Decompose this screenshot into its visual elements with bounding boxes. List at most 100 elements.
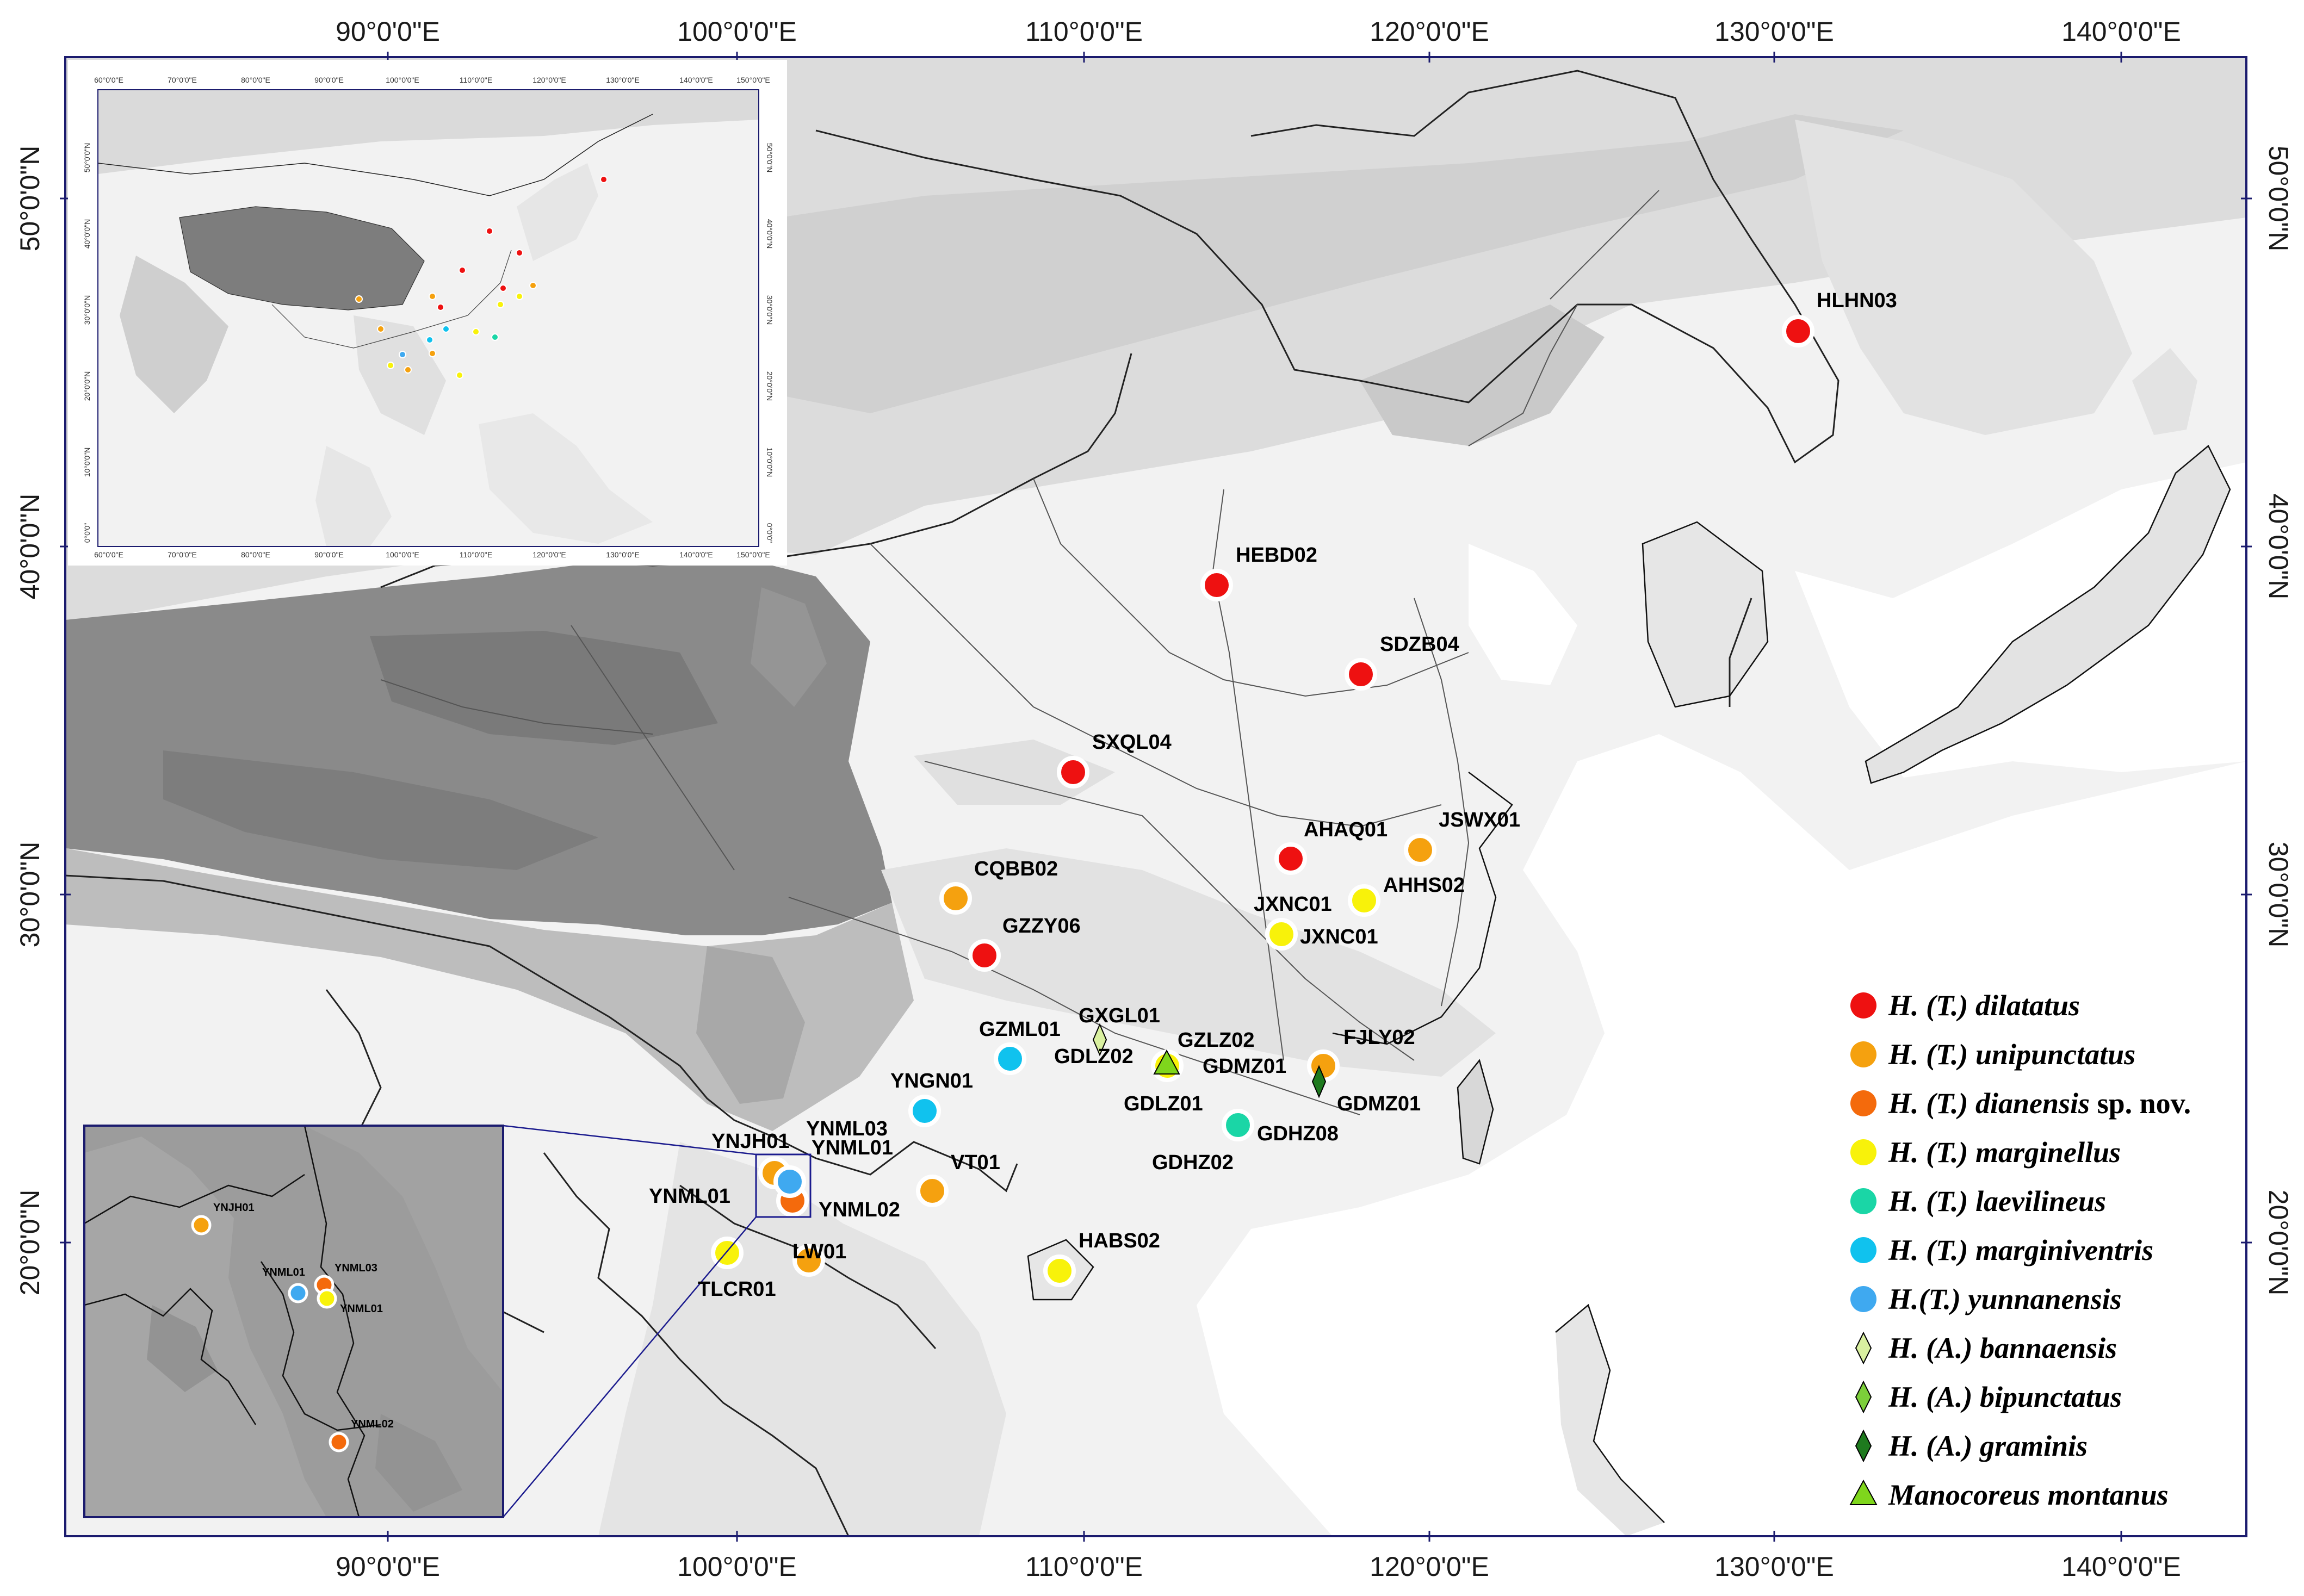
site-marker-marginellus bbox=[1348, 884, 1380, 917]
overview-lon-label: 90°0'0"E bbox=[314, 550, 344, 559]
site-marker-unipunctatus bbox=[1404, 834, 1436, 866]
overview-lat-label: 10°0'0"N bbox=[765, 448, 774, 477]
site-label: JXNC01 bbox=[1300, 926, 1378, 948]
lon-label-bottom: 90°0'0"E bbox=[336, 1551, 440, 1582]
legend-symbol-marginellus bbox=[1850, 1139, 1876, 1165]
site-label: AHHS02 bbox=[1383, 874, 1465, 897]
lon-label-top: 130°0'0"E bbox=[1714, 16, 1834, 47]
site-label: JSWX01 bbox=[1439, 809, 1520, 831]
legend-symbol-bannaensis bbox=[1855, 1331, 1872, 1365]
legend-label: H. (T.) dianensis bbox=[1888, 1087, 2090, 1120]
overview-marker bbox=[377, 325, 385, 333]
lon-label-top: 120°0'0"E bbox=[1370, 16, 1489, 47]
site-marker-montanus bbox=[1153, 1049, 1180, 1075]
overview-marker bbox=[426, 336, 433, 344]
site-label: AHAQ01 bbox=[1304, 818, 1388, 841]
site-label: GDLZ01 bbox=[1124, 1092, 1203, 1115]
detail-inset: YNJH01 YNML01 YNML03 YNML01 YNML02 bbox=[83, 1125, 504, 1518]
legend-label: Manocoreus montanus bbox=[1888, 1479, 2169, 1511]
detail-connector bbox=[503, 1125, 757, 1156]
bottom-longitude-labels: 90°0'0"E 100°0'0"E 110°0'0"E 120°0'0"E 1… bbox=[336, 1551, 2181, 1582]
lon-label-top: 100°0'0"E bbox=[677, 16, 797, 47]
right-latitude-labels: 50°0'0"N 40°0'0"N 30°0'0"N 20°0'0"N bbox=[2263, 146, 2294, 1296]
site-label: SDZB04 bbox=[1380, 633, 1459, 656]
site-label: GZZY06 bbox=[1002, 915, 1081, 937]
overview-lon-label: 150°0'0"E bbox=[736, 76, 770, 84]
legend-label: H. (A.) bipunctatus bbox=[1888, 1381, 2122, 1413]
site-marker-unipunctatus bbox=[916, 1175, 949, 1207]
overview-lat-label: 40°0'0"N bbox=[83, 219, 91, 249]
legend-label: H. (T.) laevilineus bbox=[1888, 1185, 2106, 1218]
top-longitude-labels: 90°0'0"E 100°0'0"E 110°0'0"E 120°0'0"E 1… bbox=[336, 16, 2181, 47]
site-label: HLHN03 bbox=[1817, 289, 1897, 312]
overview-marker bbox=[600, 176, 608, 183]
detail-site-label: YNJH01 bbox=[213, 1202, 255, 1214]
overview-lon-label: 120°0'0"E bbox=[532, 550, 566, 559]
legend: H. (T.) dilatatus H. (T.) unipunctatus H… bbox=[1849, 989, 2191, 1511]
overview-lat-label: 0°0'0" bbox=[765, 523, 774, 543]
site-label: GZML01 bbox=[979, 1018, 1061, 1041]
overview-lat-label: 20°0'0"N bbox=[83, 371, 91, 401]
overview-lat-labels: 50°0'0"N 40°0'0"N 30°0'0"N 20°0'0"N 10°0… bbox=[83, 143, 774, 543]
site-labels: HLHN03 HEBD02 SDZB04 SXQL04 AHAQ01 JSWX0… bbox=[649, 289, 1897, 1301]
detail-marker-dianensis bbox=[329, 1432, 349, 1452]
legend-symbol-marginiventris bbox=[1850, 1237, 1876, 1263]
lon-label-top: 90°0'0"E bbox=[336, 16, 440, 47]
site-label: YNGN01 bbox=[890, 1070, 973, 1092]
overview-lat-label: 0°0'0" bbox=[83, 523, 91, 543]
overview-marker bbox=[472, 328, 480, 336]
legend-label: H. (A.) bannaensis bbox=[1888, 1332, 2117, 1364]
overview-marker bbox=[486, 227, 493, 235]
overview-lat-label: 40°0'0"N bbox=[765, 219, 774, 249]
site-label: HEBD02 bbox=[1236, 544, 1317, 567]
overview-lon-label: 80°0'0"E bbox=[241, 550, 270, 559]
detail-connector bbox=[503, 1216, 757, 1518]
site-label: YNJH01 bbox=[711, 1130, 790, 1153]
site-marker-yunnanensis bbox=[773, 1165, 806, 1198]
site-label: GDLZ02 bbox=[1054, 1045, 1134, 1068]
political-borders bbox=[65, 70, 1840, 1536]
lat-label-left: 30°0'0"N bbox=[15, 842, 45, 948]
lon-label-bottom: 110°0'0"E bbox=[1025, 1551, 1143, 1582]
site-marker-unipunctatus bbox=[792, 1244, 825, 1277]
site-label: YNML03 bbox=[806, 1117, 888, 1140]
site-label: HABS02 bbox=[1079, 1229, 1160, 1252]
overview-marker bbox=[516, 249, 523, 257]
overview-lon-label: 100°0'0"E bbox=[386, 550, 419, 559]
left-latitude-labels: 50°0'0"N 40°0'0"N 30°0'0"N 20°0'0"N bbox=[15, 146, 45, 1296]
legend-label-suffix: sp. nov. bbox=[2097, 1087, 2191, 1120]
lon-label-bottom: 140°0'0"E bbox=[2061, 1551, 2181, 1582]
site-marker-dilatatus bbox=[1274, 842, 1307, 875]
lat-label-left: 50°0'0"N bbox=[15, 146, 45, 252]
detail-site-label: YNML01 bbox=[262, 1266, 305, 1278]
overview-marker bbox=[399, 351, 406, 358]
legend-symbol-yunnanensis bbox=[1850, 1286, 1876, 1312]
lat-label-left: 20°0'0"N bbox=[15, 1190, 45, 1296]
overview-lon-label: 120°0'0"E bbox=[532, 76, 566, 84]
site-marker-dilatatus bbox=[968, 939, 1001, 972]
site-label: TLCR01 bbox=[698, 1278, 776, 1301]
lon-label-top: 140°0'0"E bbox=[2061, 16, 2181, 47]
site-label: GDMZ01 bbox=[1337, 1092, 1421, 1115]
detail-site-label: YNML03 bbox=[335, 1262, 377, 1274]
overview-lat-label: 10°0'0"N bbox=[83, 448, 91, 477]
site-marker-dilatatus bbox=[1057, 756, 1089, 788]
detail-area-box bbox=[755, 1153, 812, 1218]
site-marker-laevilineus bbox=[1222, 1109, 1254, 1141]
overview-marker bbox=[497, 301, 504, 308]
legend-label: H. (T.) marginellus bbox=[1888, 1136, 2121, 1169]
overview-lat-label: 50°0'0"N bbox=[83, 143, 91, 173]
detail-marker-yunnanensis bbox=[288, 1283, 308, 1303]
site-marker-marginiventris bbox=[908, 1095, 941, 1127]
overview-lon-label: 130°0'0"E bbox=[606, 76, 640, 84]
site-label: SXQL04 bbox=[1092, 731, 1172, 754]
legend-symbol-laevilineus bbox=[1850, 1188, 1876, 1214]
legend-symbol-unipunctatus bbox=[1850, 1041, 1876, 1067]
overview-lon-label: 100°0'0"E bbox=[386, 76, 419, 84]
site-marker-dilatatus bbox=[1782, 315, 1814, 347]
legend-symbol-dilatatus bbox=[1850, 992, 1876, 1019]
detail-marker-marginellus bbox=[317, 1288, 337, 1309]
overview-marker bbox=[499, 284, 507, 292]
overview-lat-label: 20°0'0"N bbox=[765, 371, 774, 401]
